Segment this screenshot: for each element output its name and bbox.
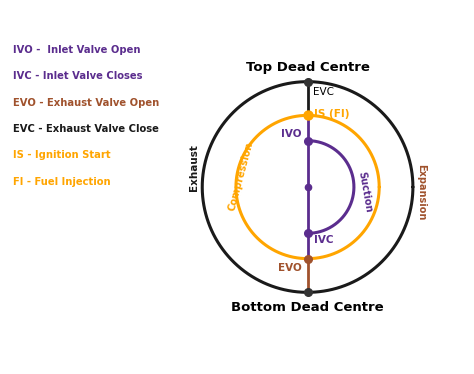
Text: Expansion: Expansion	[416, 164, 426, 220]
Text: EVO - Exhaust Valve Open: EVO - Exhaust Valve Open	[13, 98, 159, 108]
Text: IVO: IVO	[281, 129, 301, 138]
Text: IVO -  Inlet Valve Open: IVO - Inlet Valve Open	[13, 45, 140, 55]
Text: IS - Ignition Start: IS - Ignition Start	[13, 150, 110, 160]
Text: Top Dead Centre: Top Dead Centre	[246, 61, 370, 74]
Text: Suction: Suction	[356, 171, 373, 214]
Text: Compression: Compression	[227, 141, 255, 212]
Text: IVC: IVC	[314, 236, 333, 245]
Text: EVO: EVO	[277, 263, 301, 273]
Text: EVC: EVC	[313, 87, 334, 97]
Text: IS (FI): IS (FI)	[314, 109, 349, 119]
Text: EVC - Exhaust Valve Close: EVC - Exhaust Valve Close	[13, 124, 158, 134]
Text: FI - Fuel Injection: FI - Fuel Injection	[13, 177, 110, 187]
Text: Exhaust: Exhaust	[189, 145, 199, 191]
Text: Bottom Dead Centre: Bottom Dead Centre	[231, 301, 384, 314]
Text: IVC - Inlet Valve Closes: IVC - Inlet Valve Closes	[13, 71, 142, 82]
